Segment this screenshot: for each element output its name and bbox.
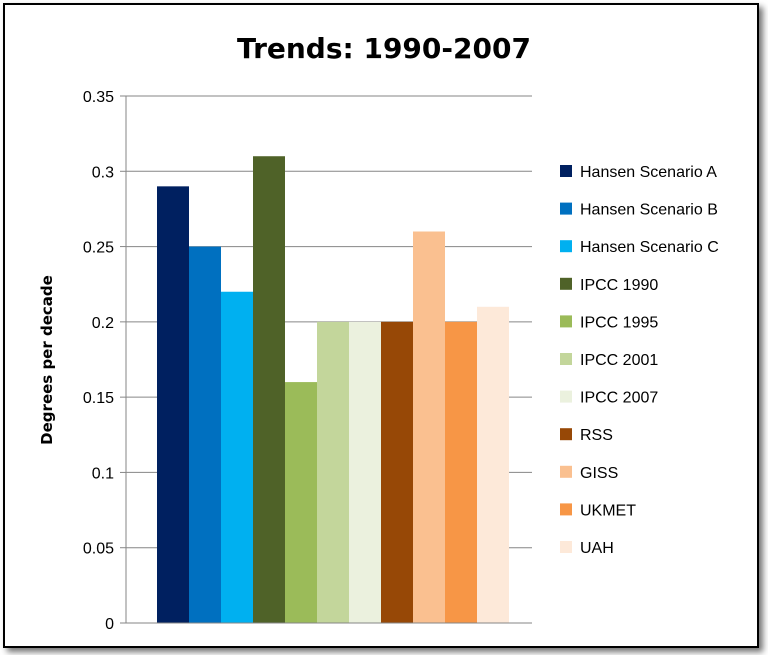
legend-label: IPCC 2007: [580, 390, 658, 407]
axes: [125, 96, 532, 624]
legend-label: RSS: [580, 427, 613, 444]
y-axis-label: Degrees per decade: [38, 275, 56, 445]
y-tick-label: 0.2: [92, 315, 114, 332]
legend-swatch: [560, 165, 572, 177]
legend-swatch: [560, 277, 572, 290]
bar: [157, 186, 189, 624]
legend-swatch: [560, 503, 572, 516]
legend-label: IPCC 1995: [580, 314, 658, 331]
bar: [285, 382, 317, 623]
bar: [221, 291, 253, 623]
legend-label: Hansen Scenario A: [580, 164, 717, 181]
y-tick-label: 0.3: [92, 164, 114, 181]
legend-swatch: [560, 353, 572, 365]
legend-label: UAH: [580, 540, 614, 557]
legend: Hansen Scenario A Hansen Scenario B Hansen…: [560, 164, 719, 557]
y-tick-label: 0: [105, 616, 114, 633]
legend-label: IPCC 2001: [580, 352, 658, 369]
bar: [477, 306, 509, 623]
y-tick-label: 0.05: [83, 541, 114, 558]
y-axis-ticks: 0 0.05 0.1 0.15 0.2 0.25 0.3 0.35: [83, 89, 126, 633]
legend-swatch: [560, 390, 572, 403]
legend-swatch: [560, 240, 572, 253]
bar: [189, 246, 221, 624]
y-tick-label: 0.1: [92, 465, 114, 482]
bar: [381, 321, 413, 623]
y-tick-label: 0.25: [83, 240, 114, 257]
legend-swatch: [560, 202, 572, 215]
bars: [157, 156, 509, 624]
chart-title: Trends: 1990-2007: [237, 32, 531, 65]
legend-swatch: [560, 315, 572, 328]
bar: [445, 321, 477, 623]
bar: [349, 321, 381, 623]
bar: [413, 231, 445, 623]
legend-swatch: [560, 465, 572, 478]
legend-swatch: [560, 428, 572, 441]
legend-swatch: [560, 541, 572, 553]
legend-label: UKMET: [580, 502, 636, 519]
legend-label: Hansen Scenario C: [580, 239, 719, 256]
y-tick-label: 0.35: [83, 89, 114, 106]
y-tick-label: 0.15: [83, 390, 114, 407]
legend-label: Hansen Scenario B: [580, 202, 718, 219]
legend-label: IPCC 1990: [580, 277, 658, 294]
legend-label: GISS: [580, 465, 618, 482]
bar: [253, 156, 285, 623]
bar: [317, 321, 349, 623]
